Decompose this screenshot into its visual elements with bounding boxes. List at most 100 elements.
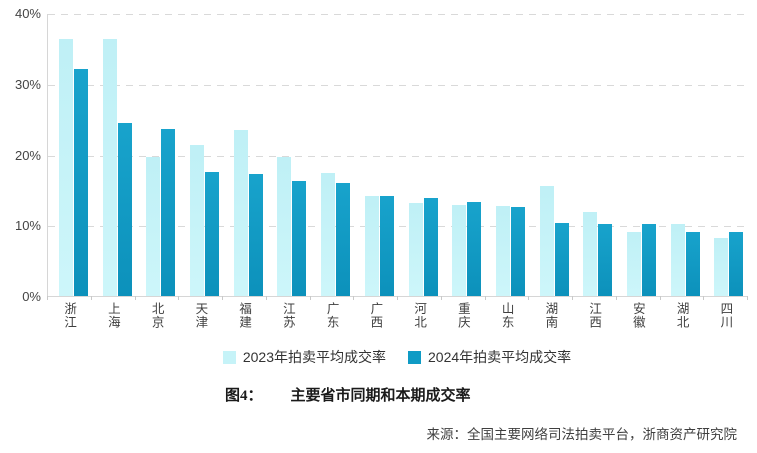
x-tick xyxy=(572,296,573,300)
bar-2023年-湖南 xyxy=(539,186,554,296)
x-axis-label-广西: 广西 xyxy=(368,302,383,329)
x-tick xyxy=(703,296,705,300)
figure-caption-number: 图4： xyxy=(225,388,263,404)
bar-group-江西 xyxy=(572,14,616,296)
bar-2023年-江苏 xyxy=(277,157,292,296)
x-label-cell: 河北 xyxy=(397,302,441,346)
x-label-cell: 福建 xyxy=(222,302,266,346)
x-axis-label-重庆: 重庆 xyxy=(455,302,470,329)
bar-2024年-山东 xyxy=(510,206,525,296)
x-axis-label-广东: 广东 xyxy=(324,302,339,329)
bar-2024年-湖北 xyxy=(685,232,700,296)
y-axis: 40% 30% 20% 10% 0% xyxy=(0,6,41,304)
y-tick-label: 40% xyxy=(14,6,41,21)
x-tick xyxy=(747,296,748,300)
source-note: 来源：全国主要网络司法拍卖平台，浙商资产研究院 xyxy=(426,427,738,442)
x-tick xyxy=(615,296,617,300)
x-axis-labels: 浙江 上海 北京 天津 福建 江苏 广东 广西 河北 重庆 山东 湖南 江西 安徽 湖北 四川 xyxy=(47,302,747,346)
x-tick xyxy=(222,296,223,300)
x-tick xyxy=(397,296,398,300)
bar-group-浙江 xyxy=(48,14,92,296)
legend-item-2023: 2023年拍卖平均成交率 xyxy=(222,347,386,367)
gridline xyxy=(48,84,747,86)
x-tick xyxy=(309,296,311,300)
x-tick xyxy=(440,296,442,300)
y-tick-label: 0% xyxy=(22,289,41,304)
x-label-cell: 江苏 xyxy=(266,302,310,346)
x-tick xyxy=(659,296,661,300)
x-tick xyxy=(353,296,355,300)
bar-group-福建 xyxy=(223,14,267,296)
y-tick-label: 10% xyxy=(14,218,41,234)
bar-2024年-广东 xyxy=(336,182,351,296)
bar-group-江苏 xyxy=(266,14,310,296)
x-axis-label-安徽: 安徽 xyxy=(630,302,645,329)
x-axis-label-上海: 上海 xyxy=(105,302,120,329)
legend-label-2023: 2023年拍卖平均成交率 xyxy=(242,349,386,365)
bar-2024年-广西 xyxy=(379,195,394,296)
x-axis-label-河北: 河北 xyxy=(412,302,427,329)
x-axis-label-江西: 江西 xyxy=(587,302,602,329)
x-label-cell: 广西 xyxy=(353,302,397,346)
x-tick xyxy=(484,296,486,300)
legend-label-2024: 2024年拍卖平均成交率 xyxy=(428,349,572,365)
figure-caption-title: 主要省市同期和本期成交率 xyxy=(290,388,471,404)
x-label-cell: 湖南 xyxy=(528,302,572,346)
x-label-cell: 北京 xyxy=(135,302,179,346)
bar-2024年-浙江 xyxy=(74,68,88,296)
bar-group-安徽 xyxy=(616,14,660,296)
x-label-cell: 上海 xyxy=(91,302,135,346)
x-label-cell: 重庆 xyxy=(441,302,485,346)
bar-group-河北 xyxy=(398,14,442,296)
x-label-cell: 广东 xyxy=(310,302,354,346)
plot-area xyxy=(47,14,747,297)
x-axis-label-四川: 四川 xyxy=(718,302,733,329)
gridline xyxy=(48,226,747,228)
bar-2023年-山东 xyxy=(495,206,510,296)
x-label-cell: 山东 xyxy=(485,302,529,346)
bar-2023年-河北 xyxy=(408,203,423,296)
bar-2024年-湖南 xyxy=(554,223,569,296)
x-tick xyxy=(265,296,267,300)
x-tick xyxy=(47,296,48,300)
bar-group-广东 xyxy=(310,14,354,296)
gridline xyxy=(48,155,747,157)
bar-2024年-江西 xyxy=(598,223,613,296)
y-tick-label: 20% xyxy=(14,147,41,163)
x-tick xyxy=(90,296,92,300)
bar-group-四川 xyxy=(703,14,747,296)
bar-2023年-四川 xyxy=(714,238,729,296)
bar-2024年-重庆 xyxy=(467,201,482,296)
bar-2024年-天津 xyxy=(205,172,220,296)
bar-2024年-上海 xyxy=(117,122,132,296)
bar-2023年-广东 xyxy=(321,172,336,296)
x-label-cell: 天津 xyxy=(178,302,222,346)
bar-2024年-北京 xyxy=(161,129,176,296)
bar-2023年-广西 xyxy=(364,196,379,296)
y-tick-label: 30% xyxy=(14,76,41,92)
bar-2023年-浙江 xyxy=(59,38,73,296)
bar-group-山东 xyxy=(485,14,529,296)
bar-group-北京 xyxy=(135,14,179,296)
bar-2024年-四川 xyxy=(729,232,744,296)
bar-group-湖南 xyxy=(529,14,573,296)
x-tick xyxy=(134,296,136,300)
x-tick xyxy=(178,296,180,300)
bar-2023年-天津 xyxy=(190,144,205,296)
bar-group-天津 xyxy=(179,14,223,296)
x-label-cell: 江西 xyxy=(572,302,616,346)
x-label-cell: 浙江 xyxy=(47,302,91,346)
legend: 2023年拍卖平均成交率 2024年拍卖平均成交率 xyxy=(47,348,747,366)
gridline xyxy=(48,14,747,15)
x-axis-label-福建: 福建 xyxy=(237,302,252,329)
bar-2023年-江西 xyxy=(583,211,598,296)
bar-2024年-安徽 xyxy=(641,223,656,296)
x-label-cell: 安徽 xyxy=(616,302,660,346)
bar-group-重庆 xyxy=(441,14,485,296)
x-axis-label-浙江: 浙江 xyxy=(62,302,77,329)
x-label-cell: 四川 xyxy=(703,302,747,346)
bars-layer xyxy=(48,14,747,296)
bar-group-上海 xyxy=(92,14,136,296)
bar-2024年-江苏 xyxy=(292,181,307,296)
